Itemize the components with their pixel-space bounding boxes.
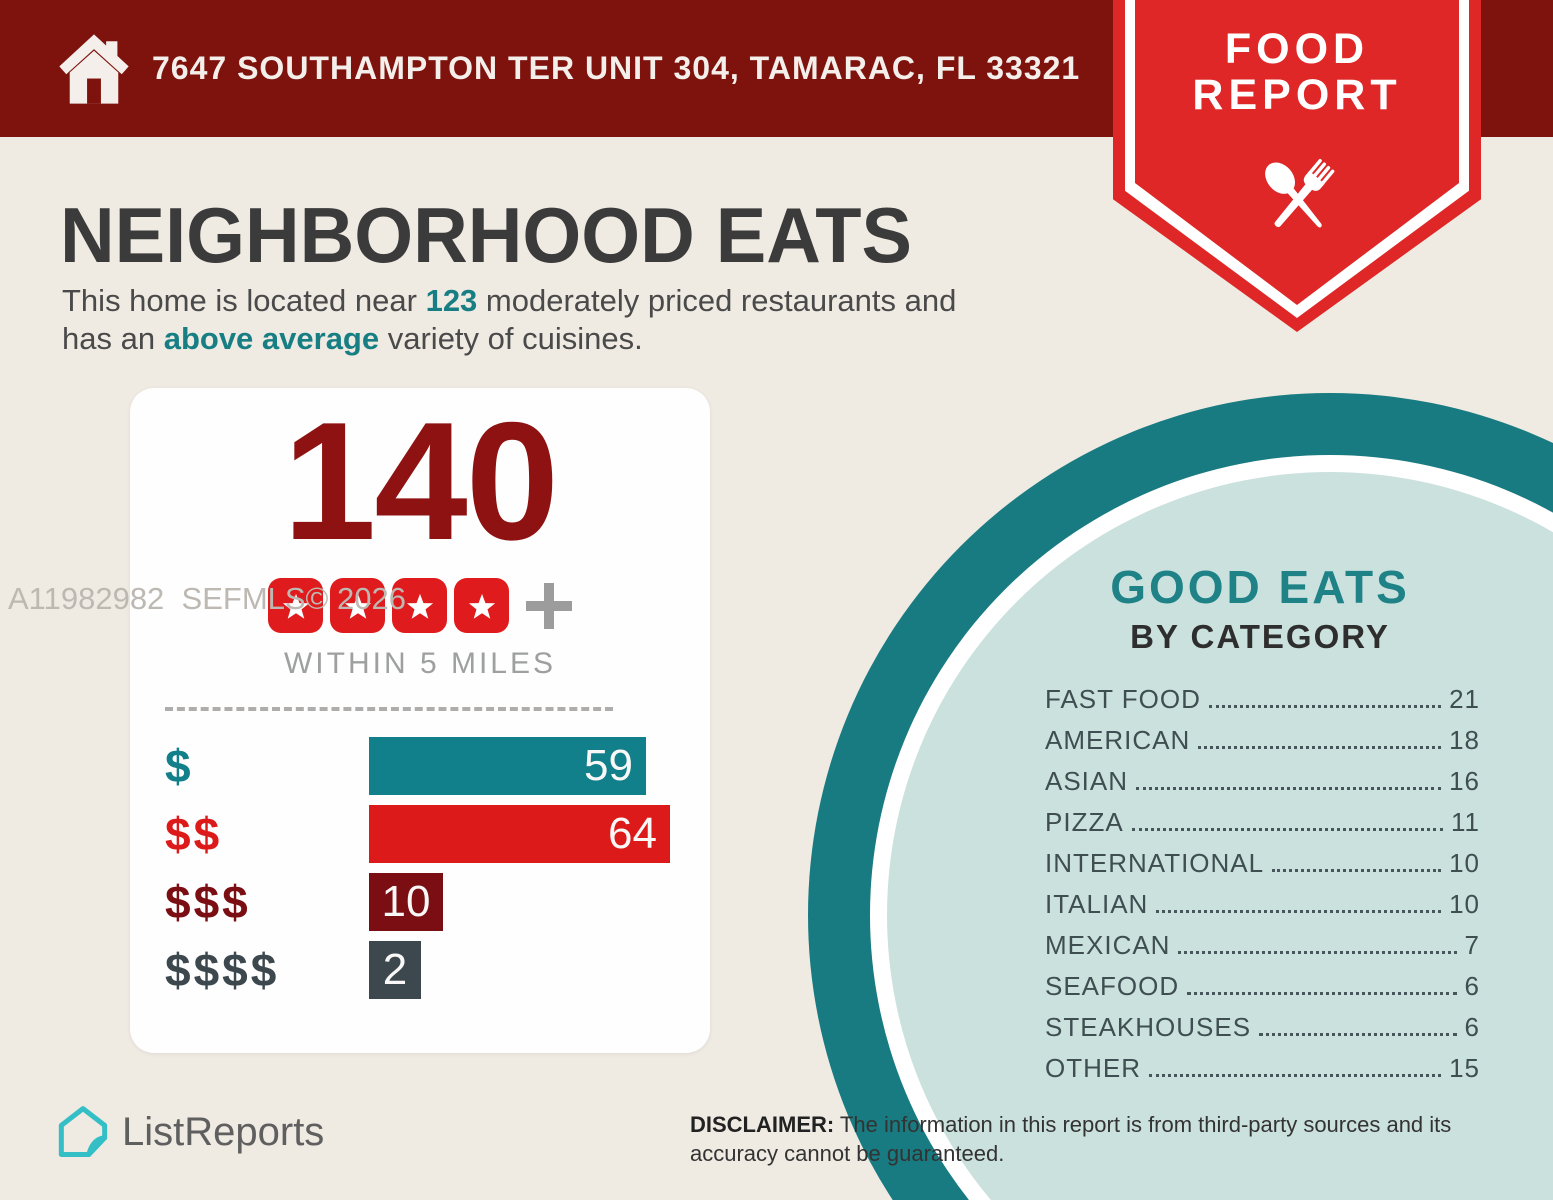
category-value: 6 <box>1464 1012 1480 1042</box>
bar: 2 <box>369 941 421 999</box>
bar-row-1-dollar: $ 59 <box>165 737 710 795</box>
bar-row-4-dollar: $$$$ 2 <box>165 941 710 999</box>
intro-part1: This home is located near <box>62 283 426 318</box>
list-item: AMERICAN 18 <box>1045 725 1480 766</box>
list-item: ITALIAN 10 <box>1045 889 1480 930</box>
list-item: INTERNATIONAL 10 <box>1045 848 1480 889</box>
intro-variety-rating: above average <box>163 321 380 356</box>
star-icon <box>268 578 323 633</box>
radius-caption: WITHIN 5 MILES <box>283 647 557 680</box>
ribbon-title-line2: REPORT <box>1192 71 1402 119</box>
star-rating <box>130 578 710 633</box>
disclaimer: DISCLAIMER: The information in this repo… <box>690 1110 1490 1168</box>
mls-watermark: A11982982 SEFMLS© 2026 <box>8 581 406 616</box>
dotted-leader <box>1136 787 1442 790</box>
category-label: INTERNATIONAL <box>1045 848 1265 878</box>
plus-icon <box>526 582 572 629</box>
category-value: 18 <box>1449 725 1480 755</box>
bar: 64 <box>369 805 670 863</box>
category-label: MEXICAN <box>1045 930 1171 960</box>
dotted-leader <box>1156 910 1442 913</box>
category-value: 21 <box>1449 684 1480 714</box>
food-report-ribbon: FOOD REPORT <box>1113 0 1481 332</box>
dotted-leader <box>1149 1074 1442 1077</box>
dotted-leader <box>1208 705 1442 708</box>
good-eats-title: GOOD EATS <box>1110 561 1410 613</box>
star-icon <box>454 578 509 633</box>
ribbon-title-line1: FOOD <box>1224 25 1370 73</box>
brand-name: ListReports <box>122 1109 325 1154</box>
category-label: PIZZA <box>1045 807 1124 837</box>
page-title: NEIGHBORHOOD EATS <box>60 191 912 279</box>
list-item: PIZZA 11 <box>1045 807 1480 848</box>
bar-label: $$$$ <box>165 944 280 996</box>
dotted-leader <box>1178 951 1457 954</box>
good-eats-section: GOOD EATS BY CATEGORY FAST FOOD 21 AMERIC… <box>1040 560 1480 1110</box>
dotted-leader <box>1131 828 1443 831</box>
intro-restaurant-count: 123 <box>425 283 478 318</box>
ribbon-title: FOOD REPORT <box>1113 26 1481 118</box>
good-eats-subtitle: BY CATEGORY <box>1130 618 1390 655</box>
bar-label: $$ <box>165 808 223 860</box>
dotted-leader <box>1272 869 1442 872</box>
list-item: STEAKHOUSES 6 <box>1045 1012 1480 1053</box>
dotted-leader <box>1198 746 1442 749</box>
category-value: 15 <box>1449 1053 1480 1083</box>
category-label: ASIAN <box>1045 766 1129 796</box>
list-item: OTHER 15 <box>1045 1053 1480 1094</box>
intro-part2: moderately priced restaurants and <box>477 283 957 318</box>
bar: 59 <box>369 737 646 795</box>
list-item: FAST FOOD 21 <box>1045 684 1480 725</box>
intro-text: This home is located near 123 moderately… <box>62 282 956 358</box>
bar: 10 <box>369 873 443 931</box>
price-bar-chart: $ 59 $$ 64 $$$ 10 $$$$ 2 <box>165 737 710 999</box>
list-item: ASIAN 16 <box>1045 766 1480 807</box>
category-label: FAST FOOD <box>1045 684 1201 714</box>
category-value: 16 <box>1449 766 1480 796</box>
category-label: AMERICAN <box>1045 725 1191 755</box>
category-label: ITALIAN <box>1045 889 1149 919</box>
property-address: 7647 SOUTHAMPTON TER UNIT 304, TAMARAC, … <box>152 50 1081 86</box>
dashed-divider <box>165 707 613 711</box>
star-tiles <box>268 578 509 633</box>
category-label: STEAKHOUSES <box>1045 1012 1252 1042</box>
bar-row-3-dollar: $$$ 10 <box>165 873 710 931</box>
bar-label: $$$ <box>165 876 251 928</box>
category-list: FAST FOOD 21 AMERICAN 18 ASIAN 16 PIZZA 11 I… <box>1040 684 1480 1094</box>
listreports-logo-icon <box>58 1106 108 1157</box>
disclaimer-label: DISCLAIMER: <box>690 1112 835 1137</box>
star-icon <box>392 578 447 633</box>
disclaimer-text: The information in this report is from t… <box>690 1112 1452 1166</box>
dotted-leader <box>1187 992 1457 995</box>
category-label: OTHER <box>1045 1053 1141 1083</box>
category-label: SEAFOOD <box>1045 971 1180 1001</box>
home-icon <box>59 34 129 104</box>
spoon-fork-icon <box>1265 159 1335 228</box>
star-icon <box>330 578 385 633</box>
category-value: 10 <box>1449 848 1480 878</box>
list-item: MEXICAN 7 <box>1045 930 1480 971</box>
category-value: 7 <box>1464 930 1480 960</box>
category-value: 10 <box>1449 889 1480 919</box>
list-item: SEAFOOD 6 <box>1045 971 1480 1012</box>
restaurant-count: 140 <box>282 387 559 575</box>
dotted-leader <box>1259 1033 1457 1036</box>
listreports-brand: ListReports <box>58 1104 324 1160</box>
bar-label: $ <box>165 740 194 792</box>
intro-part3: has an <box>62 321 164 356</box>
category-value: 6 <box>1464 971 1480 1001</box>
category-value: 11 <box>1451 807 1480 837</box>
summary-card: 140 WITHIN 5 MILES $ 59 $$ 64 $$$ 10 $$$… <box>130 388 710 1053</box>
intro-part4: variety of cuisines. <box>379 321 643 356</box>
bar-row-2-dollar: $$ 64 <box>165 805 710 863</box>
